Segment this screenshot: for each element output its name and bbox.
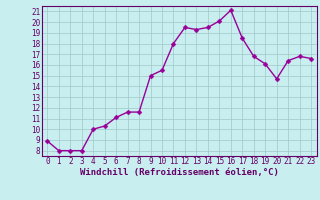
X-axis label: Windchill (Refroidissement éolien,°C): Windchill (Refroidissement éolien,°C)	[80, 168, 279, 177]
